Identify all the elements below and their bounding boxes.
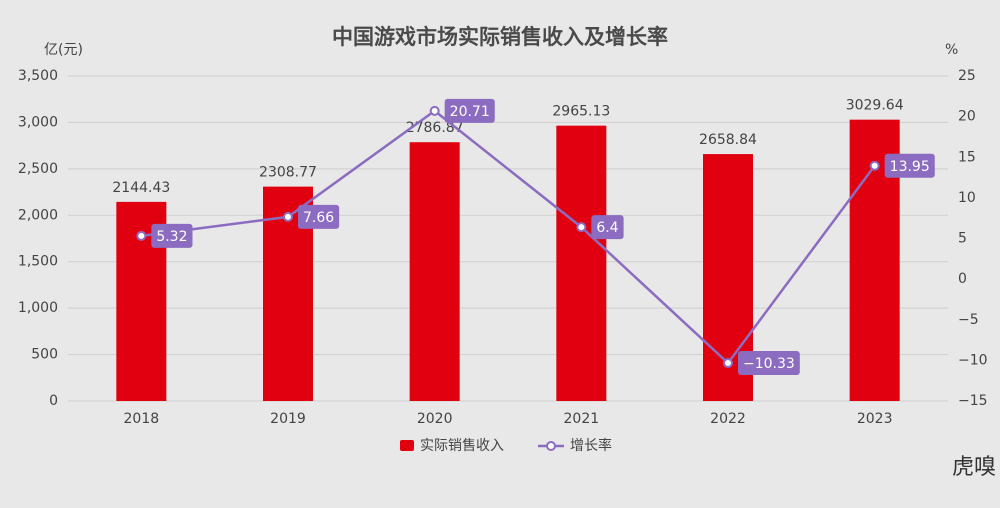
line-value-label: 13.95 <box>884 153 935 178</box>
y-tick-label: 0 <box>49 393 58 409</box>
bar <box>556 125 607 401</box>
line-value-text: 7.66 <box>303 210 334 226</box>
line-value-label: 6.4 <box>591 215 624 240</box>
line-point <box>576 222 587 233</box>
label-box <box>298 204 340 229</box>
line-value-label: 20.71 <box>444 98 495 123</box>
line-value-text: 5.32 <box>156 229 187 245</box>
line-value-text: 20.71 <box>450 104 490 120</box>
bar-value-label: 2965.13 <box>552 104 610 120</box>
label-box <box>444 98 495 123</box>
y2-tick-label: −5 <box>958 312 979 328</box>
line-value-label: 7.66 <box>298 204 340 229</box>
y2-tick-label: −10 <box>958 352 988 368</box>
line-point <box>283 211 293 222</box>
line-value-text: −10.33 <box>743 356 795 372</box>
y2-tick-label: 10 <box>958 190 976 206</box>
line-point <box>429 105 440 116</box>
x-tick-label: 2020 <box>417 411 453 427</box>
y-tick-label: 3,000 <box>18 114 58 130</box>
bar-value-label: 3029.64 <box>846 98 904 114</box>
bar-value-label: 2308.77 <box>259 165 317 181</box>
y-tick-label: 3,500 <box>18 68 58 84</box>
y-tick-label: 1,000 <box>18 300 58 316</box>
x-tick-label: 2018 <box>124 411 160 427</box>
line-value-text: 6.4 <box>596 220 618 236</box>
label-box <box>151 223 193 248</box>
y2-tick-label: 20 <box>958 109 976 125</box>
line-point <box>723 358 733 369</box>
bar-value-label: 2144.43 <box>112 180 170 196</box>
legend-label: 实际销售收入 <box>420 438 504 454</box>
legend-label: 增长率 <box>570 437 612 454</box>
label-box <box>738 351 800 376</box>
line-value-label: 5.32 <box>151 223 193 248</box>
y2-tick-label: 25 <box>958 68 976 84</box>
bar-value-label: 2658.84 <box>699 132 757 148</box>
line <box>141 109 876 365</box>
y-tick-label: 500 <box>31 347 58 363</box>
y2-tick-label: 0 <box>958 271 967 287</box>
line-point <box>136 230 147 241</box>
x-tick-label: 2021 <box>564 411 600 427</box>
y2-tick-label: 5 <box>958 231 967 247</box>
line-point <box>869 160 880 171</box>
legend-marker <box>546 441 556 451</box>
chart-title: 中国游戏市场实际销售收入及增长率 <box>332 25 668 49</box>
y2-tick-label: 15 <box>958 149 976 165</box>
y-tick-label: 2,500 <box>18 161 58 177</box>
watermark: 虎嗅 <box>952 455 996 480</box>
y-tick-label: 2,000 <box>18 207 58 223</box>
y2-tick-label: −15 <box>958 393 988 409</box>
y2-axis-unit: % <box>945 42 958 58</box>
x-tick-label: 2019 <box>270 411 306 427</box>
x-tick-label: 2022 <box>710 411 746 427</box>
label-box <box>884 153 935 178</box>
label-box <box>591 215 624 240</box>
y-tick-label: 1,500 <box>18 254 58 270</box>
legend-swatch <box>400 440 414 451</box>
line-value-text: 13.95 <box>890 159 930 175</box>
bar-value-label: 2786.87 <box>406 120 464 136</box>
x-tick-label: 2023 <box>857 411 893 427</box>
bar <box>409 142 460 401</box>
y-axis-unit: 亿(元) <box>44 42 83 58</box>
line-value-label: −10.33 <box>738 351 800 376</box>
